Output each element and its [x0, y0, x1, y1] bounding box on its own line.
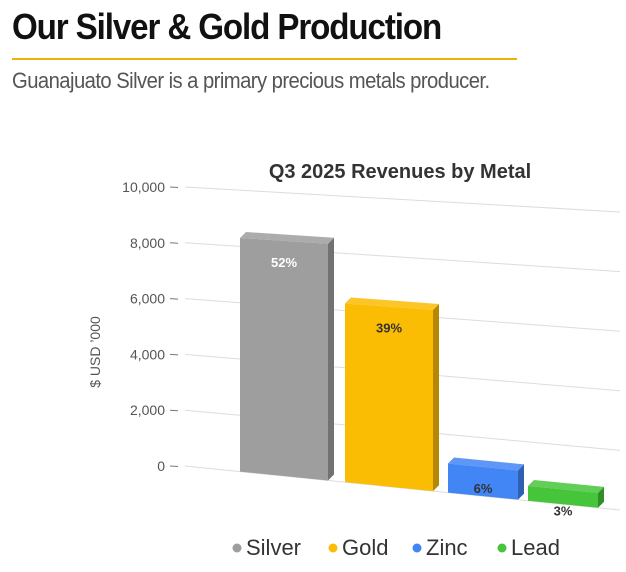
data-label: 3%	[554, 503, 573, 518]
y-tick-mark	[169, 186, 179, 188]
legend-label: Lead	[511, 535, 560, 560]
bar-zinc: 6%	[448, 457, 524, 500]
gridline	[184, 186, 621, 213]
legend-swatch	[232, 543, 242, 553]
y-tick-mark	[169, 353, 179, 356]
data-label: 52%	[271, 255, 297, 270]
title-underline	[12, 58, 517, 60]
legend-item-silver: Silver	[232, 535, 301, 560]
y-tick-mark	[169, 242, 179, 244]
y-tick-label: 4,000	[130, 346, 165, 362]
y-tick-label: 10,000	[122, 179, 165, 195]
y-tick-label: 6,000	[130, 291, 165, 307]
legend-swatch	[497, 543, 507, 553]
legend-label: Zinc	[426, 535, 468, 560]
y-tick-mark	[169, 409, 179, 412]
bar-lead: 3%	[528, 479, 604, 518]
bar-silver: 52%	[240, 231, 334, 481]
y-tick-label: 8,000	[130, 235, 165, 251]
legend-swatch	[328, 543, 338, 553]
page-subtitle: Guanajuato Silver is a primary precious …	[12, 68, 490, 93]
legend-item-zinc: Zinc	[412, 535, 468, 560]
y-axis-label: $ USD ’000	[87, 316, 103, 388]
y-tick-label: 2,000	[130, 402, 165, 418]
legend-item-gold: Gold	[328, 535, 388, 560]
page-title: Our Silver & Gold Production	[12, 6, 442, 47]
legend-label: Silver	[246, 535, 301, 560]
legend-label: Gold	[342, 535, 388, 560]
data-label: 6%	[474, 481, 493, 496]
bar-gold: 39%	[345, 297, 439, 492]
chart-title: Q3 2025 Revenues by Metal	[269, 161, 531, 183]
legend-swatch	[412, 543, 422, 553]
y-tick-mark	[169, 465, 179, 467]
y-tick-label: 0	[157, 458, 165, 474]
y-tick-mark	[169, 298, 179, 300]
data-label: 39%	[376, 321, 402, 336]
legend-item-lead: Lead	[497, 535, 560, 560]
